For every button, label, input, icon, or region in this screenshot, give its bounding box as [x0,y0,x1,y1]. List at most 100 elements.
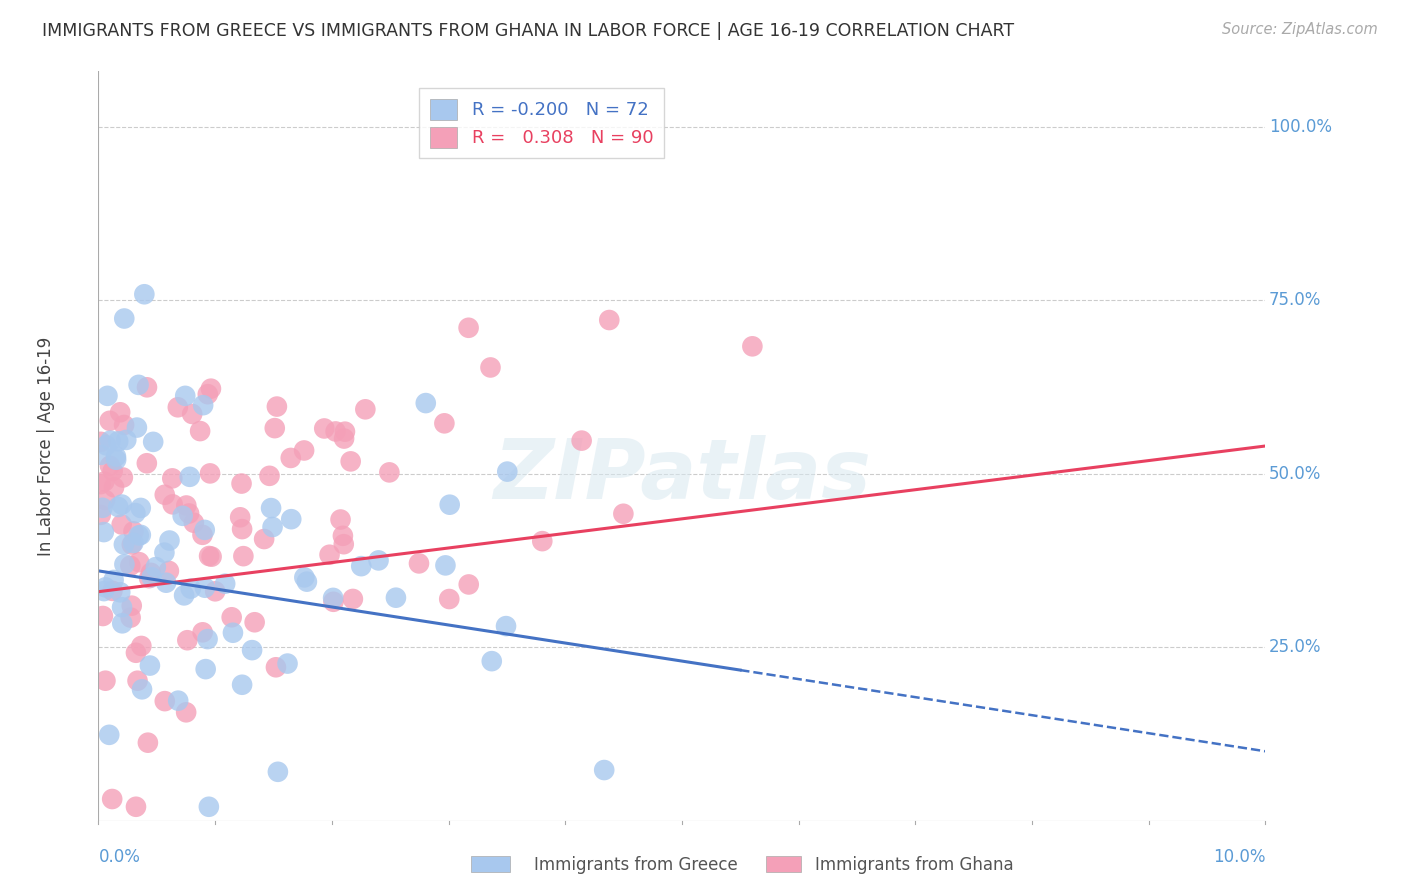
Point [496,465,519,479]
Point [121,599,143,613]
Point [101,792,124,806]
Point [91,609,114,624]
Point [162,471,184,485]
Point [90,434,112,449]
Point [325,425,347,439]
Point [183,516,205,530]
Point [91,500,114,515]
Point [94,492,117,507]
Point [439,592,461,607]
Point [593,763,616,777]
Point [531,534,554,549]
Point [141,570,163,584]
Point [127,673,149,688]
Point [194,581,217,595]
Point [741,339,763,353]
Point [378,466,401,480]
Point [204,584,226,599]
Point [96,438,118,452]
Point [129,500,152,515]
Point [612,507,634,521]
Point [415,396,437,410]
Point [179,470,201,484]
Point [107,434,129,449]
Point [367,553,389,567]
Point [180,582,202,596]
Point [125,646,148,660]
Text: 10.0%: 10.0% [1213,848,1265,866]
Point [139,566,162,580]
Point [264,660,287,674]
Point [173,588,195,602]
Point [138,571,160,585]
Point [231,678,253,692]
Text: IMMIGRANTS FROM GREECE VS IMMIGRANTS FROM GHANA IN LABOR FORCE | AGE 16-19 CORRE: IMMIGRANTS FROM GREECE VS IMMIGRANTS FRO… [42,22,1014,40]
Point [222,625,245,640]
Point [174,706,197,720]
Point [122,536,145,550]
Point [177,507,200,521]
Point [266,400,288,414]
Point [167,693,190,707]
Point [98,458,121,473]
Point [232,549,254,563]
Point [354,402,377,417]
Point [191,398,214,412]
Point [598,313,620,327]
Point [181,407,204,421]
Point [277,657,299,671]
Point [329,512,352,526]
Point [188,424,211,438]
Point [194,523,217,537]
Point [131,639,153,653]
Point [240,643,263,657]
Text: Source: ZipAtlas.com: Source: ZipAtlas.com [1222,22,1378,37]
Point [153,694,176,708]
Point [495,619,517,633]
Point [339,454,361,468]
Point [101,464,124,478]
Point [200,549,222,564]
Point [176,499,198,513]
Point [111,600,134,615]
Point [120,558,142,573]
Point [103,480,125,494]
Point [262,520,284,534]
Point [110,585,132,599]
Point [159,533,181,548]
Point [124,506,146,520]
Point [108,405,131,419]
Point [457,577,479,591]
Point [571,434,593,448]
Point [280,512,302,526]
Point [221,610,243,624]
Point [198,549,221,563]
Point [295,574,318,589]
Point [145,560,167,574]
Point [135,456,157,470]
Point [243,615,266,630]
Point [333,425,356,439]
Text: 25.0%: 25.0% [1268,638,1322,657]
Point [128,377,150,392]
Text: Immigrants from Ghana: Immigrants from Ghana [815,856,1014,874]
Point [292,443,315,458]
Text: 50.0%: 50.0% [1268,465,1322,483]
Point [314,421,336,435]
Point [107,500,129,514]
Point [128,528,150,542]
Point [121,537,143,551]
Text: 75.0%: 75.0% [1268,292,1322,310]
Point [112,537,135,551]
Point [103,573,125,587]
Point [122,524,145,539]
Point [125,799,148,814]
Point [260,501,283,516]
Point [333,432,356,446]
Point [318,548,340,562]
Point [93,584,115,599]
Point [231,522,253,536]
Point [479,360,502,375]
Point [439,498,461,512]
Point [129,528,152,542]
